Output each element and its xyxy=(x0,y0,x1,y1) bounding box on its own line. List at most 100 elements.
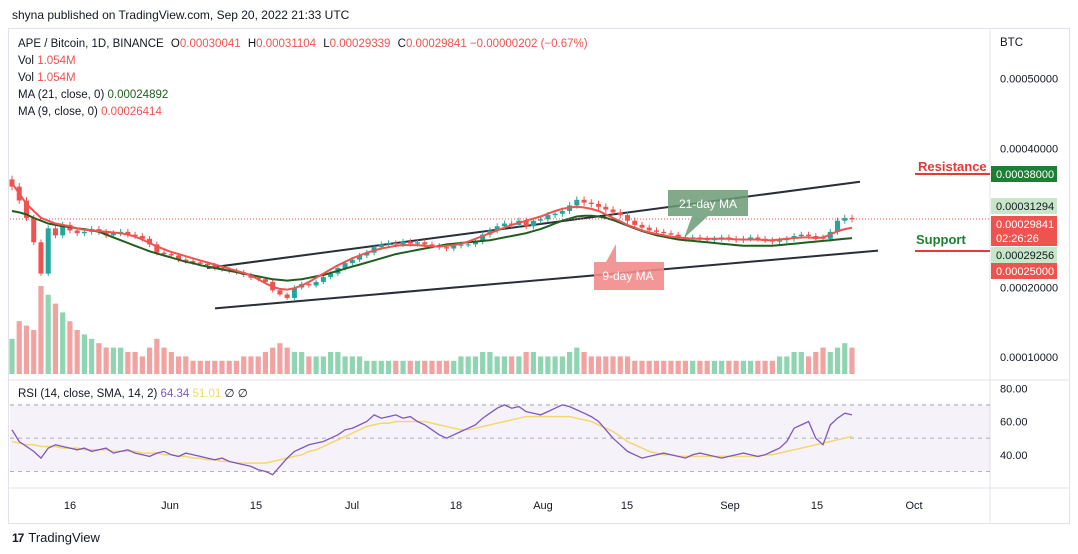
high-value: 0.00031104 xyxy=(256,38,317,50)
candle-body xyxy=(31,217,37,243)
candle-body xyxy=(675,234,681,238)
candle-body xyxy=(806,234,812,237)
candle-body xyxy=(132,234,138,237)
candle-body xyxy=(668,233,674,235)
candle-body xyxy=(262,279,268,282)
volume-bar xyxy=(443,360,450,374)
change-value: −0.00000202 (−0.67%) xyxy=(469,38,588,50)
candle-body xyxy=(342,263,348,269)
volume-bar xyxy=(697,360,703,374)
volume-bar xyxy=(233,360,240,374)
volume-bar xyxy=(342,356,348,374)
tradingview-brand[interactable]: 17 TradingView xyxy=(12,530,100,545)
time-tick-label: Sep xyxy=(720,500,740,512)
legend-ma9-row: MA (9, close, 0) 0.00026414 xyxy=(18,104,588,121)
candle-body xyxy=(523,220,529,227)
volume-bar xyxy=(501,356,508,374)
price-tag-label: 0.00029256 xyxy=(996,250,1054,262)
volume-bar xyxy=(328,352,334,374)
volume-bar xyxy=(103,347,109,374)
candle-body xyxy=(748,237,754,239)
candle-body xyxy=(407,241,413,244)
volume-bar xyxy=(472,356,479,374)
volume-bar xyxy=(313,356,319,374)
rsi-sma-value: 51.01 xyxy=(192,388,222,400)
candle-body xyxy=(596,204,602,207)
candle-body xyxy=(364,252,370,256)
volume-bar xyxy=(704,360,710,374)
rsi-tick-label: 40.00 xyxy=(1000,450,1028,462)
candle-body xyxy=(212,265,218,269)
candle-body xyxy=(501,223,507,227)
volume-bar xyxy=(9,338,15,374)
candle-body xyxy=(530,220,536,227)
volume-bar xyxy=(248,356,254,374)
rsi-line xyxy=(11,404,853,476)
price-tag-label: 0.00025000 xyxy=(996,266,1054,278)
volume-bar xyxy=(776,356,783,374)
candle-body xyxy=(320,277,326,282)
volume-bar xyxy=(89,338,95,374)
candle-body xyxy=(393,242,399,245)
volume-bar xyxy=(827,352,833,374)
candle-body xyxy=(661,231,667,234)
volume-bar xyxy=(559,356,565,374)
volume-bar xyxy=(212,360,218,374)
volume-bar xyxy=(118,347,124,374)
volume-bar xyxy=(834,347,841,374)
price-tag-bg xyxy=(991,230,1057,246)
volume-bar xyxy=(204,360,211,374)
candle-body xyxy=(147,238,153,245)
candle-body xyxy=(494,226,500,231)
chart-frame xyxy=(8,28,1070,524)
volume-bar xyxy=(183,356,189,374)
candle-body xyxy=(197,262,203,264)
time-tick-label: 15 xyxy=(811,500,823,512)
candle-body xyxy=(9,179,15,187)
volume-bar xyxy=(23,325,30,374)
candle-body xyxy=(190,261,196,263)
volume-bar xyxy=(197,360,203,374)
volume-bar xyxy=(545,356,551,374)
volume-bar xyxy=(588,356,594,374)
candle-body xyxy=(23,200,29,218)
volume-bar xyxy=(849,347,855,374)
symbol-title[interactable]: APE / Bitcoin, 1D, BINANCE xyxy=(18,38,164,50)
volume-bar xyxy=(740,360,746,374)
volume-bar xyxy=(661,360,667,374)
time-tick-label: 16 xyxy=(64,500,76,512)
volume-bar xyxy=(74,330,80,374)
rsi-label: RSI (14, close, SMA, 14, 2) xyxy=(18,388,158,400)
volume-bar xyxy=(277,343,283,374)
volume-bar xyxy=(617,356,623,374)
volume-bar xyxy=(719,360,725,374)
candle-body xyxy=(176,255,182,260)
volume-bar xyxy=(494,356,500,374)
volume-bar xyxy=(45,294,51,374)
channel-lower-line xyxy=(214,249,879,310)
price-tag-label: 0.00038000 xyxy=(996,169,1054,181)
volume-bar xyxy=(798,352,804,374)
price-tag-bg xyxy=(991,198,1057,214)
volume-bar xyxy=(842,343,848,374)
price-tick-label: 0.00040000 xyxy=(1000,143,1058,155)
ma9-callout-bubble xyxy=(594,244,664,290)
price-tick-label: 0.00020000 xyxy=(1000,283,1058,295)
candle-body xyxy=(777,240,783,242)
volume-bar xyxy=(226,360,232,374)
volume-bar xyxy=(168,352,174,374)
time-tick-label: 18 xyxy=(450,500,462,512)
candle-body xyxy=(328,273,334,278)
volume-bar xyxy=(335,352,341,374)
vol-value: 1.054M xyxy=(37,55,76,67)
time-tick-label: 15 xyxy=(250,500,262,512)
price-tag-bg xyxy=(991,263,1057,279)
low-value: 0.00029339 xyxy=(329,38,391,50)
candle-body xyxy=(357,255,363,260)
volume-bar xyxy=(552,356,558,374)
rsi-value: 64.34 xyxy=(160,388,190,400)
volume-bar xyxy=(429,360,435,374)
open-label: O xyxy=(170,38,180,50)
candle-body xyxy=(755,237,761,239)
